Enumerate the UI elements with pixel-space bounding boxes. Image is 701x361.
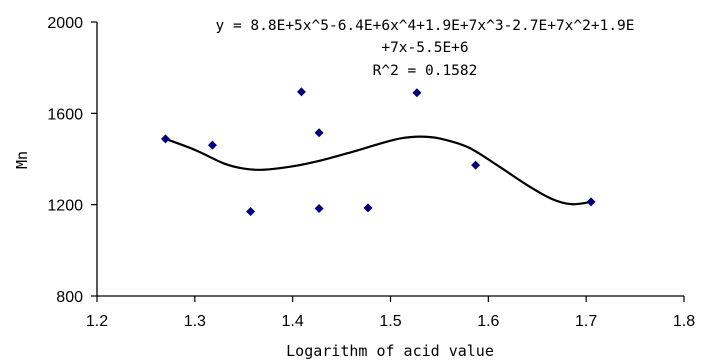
y-tick-label: 800: [56, 289, 83, 306]
y-tick-label: 2000: [47, 15, 83, 32]
data-point-marker: [363, 203, 373, 213]
equation-line-1: y = 8.8E+5x^5-6.4E+6x^4+1.9E+7x^3-2.7E+7…: [215, 18, 634, 34]
trendline-equation: y = 8.8E+5x^5-6.4E+6x^4+1.9E+7x^3-2.7E+7…: [215, 18, 634, 79]
x-tick-label: 1.8: [673, 313, 695, 330]
x-tick-label: 1.3: [184, 313, 206, 330]
trendline-curve: [165, 135, 592, 206]
y-axis-title: Mn: [13, 151, 31, 169]
y-tick-label: 1200: [47, 198, 83, 215]
data-point-marker: [471, 160, 481, 170]
data-points: [160, 87, 596, 217]
data-point-marker: [207, 140, 217, 150]
x-axis-title: Logarithm of acid value: [286, 342, 494, 360]
y-tick-label: 1600: [47, 106, 83, 123]
x-tick-label: 1.2: [86, 313, 108, 330]
data-point-marker: [586, 197, 596, 207]
x-ticks: 1.2 1.3 1.4 1.5 1.6 1.7 1.8: [86, 296, 695, 330]
data-point-marker: [246, 207, 256, 217]
data-point-marker: [412, 88, 422, 98]
data-point-marker: [160, 134, 170, 144]
x-tick-label: 1.5: [379, 313, 401, 330]
x-tick-label: 1.4: [282, 313, 304, 330]
y-ticks: 800 1200 1600 2000: [47, 15, 97, 306]
data-point-marker: [314, 204, 324, 214]
data-point-marker: [314, 128, 324, 138]
r-squared-label: R^2 = 0.1582: [373, 63, 478, 79]
x-tick-label: 1.6: [477, 313, 499, 330]
data-point-marker: [296, 87, 306, 97]
x-tick-label: 1.7: [575, 313, 597, 330]
equation-line-2: +7x-5.5E+6: [381, 40, 468, 56]
